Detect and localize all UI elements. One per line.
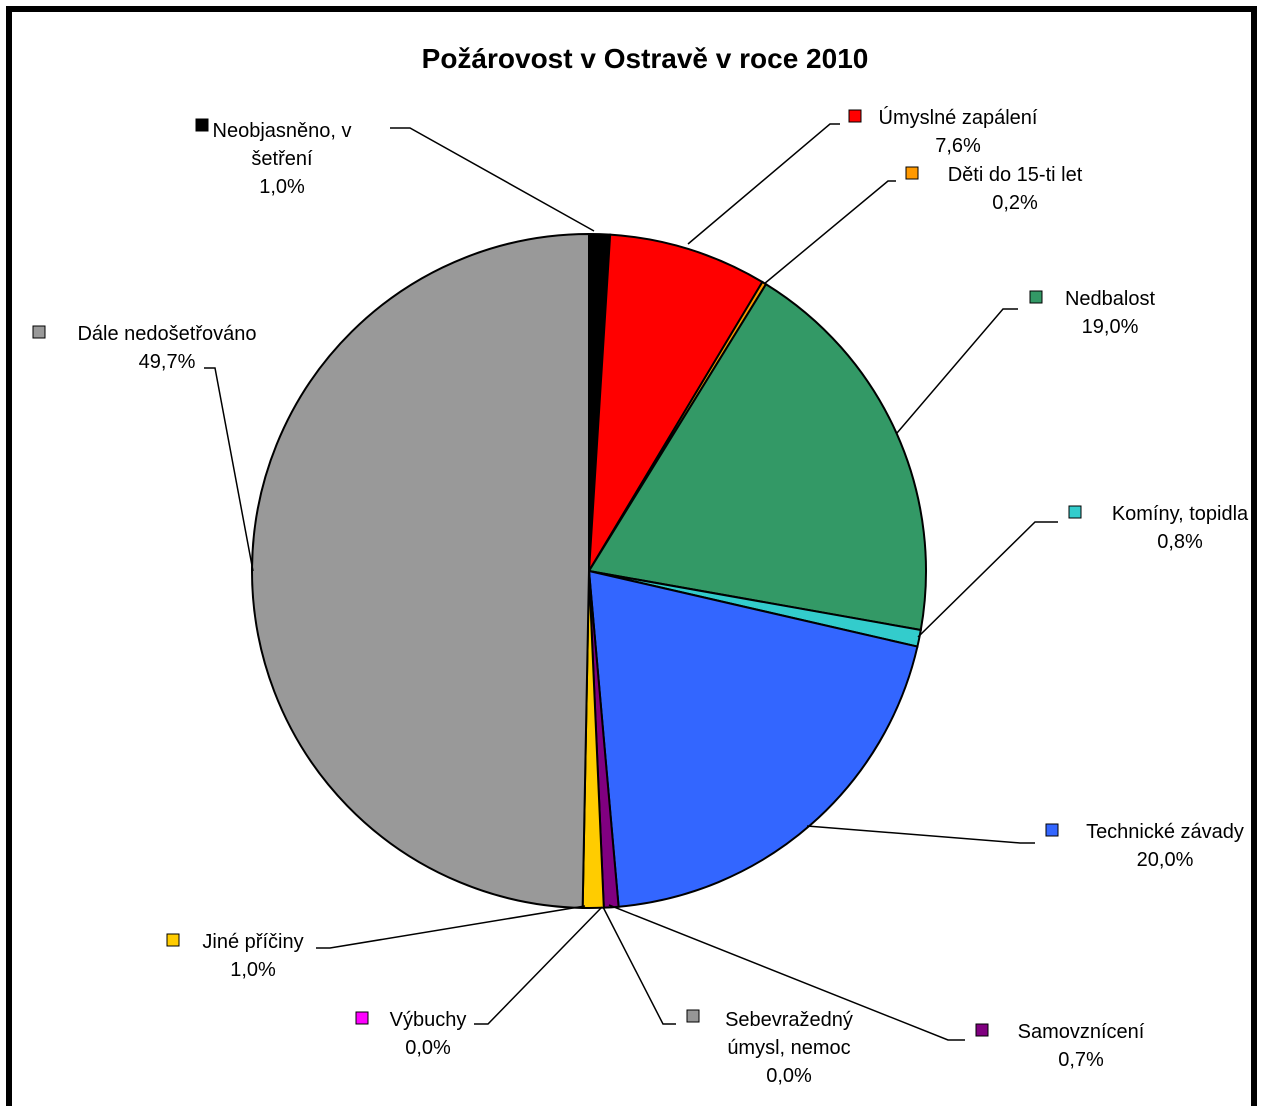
leader-line-9 (316, 905, 586, 949)
leader-line-10 (204, 367, 254, 572)
leader-line-3 (896, 308, 1018, 434)
label-marker-0 (195, 118, 209, 132)
label-marker-4 (1068, 505, 1082, 519)
chart-title: Požárovost v Ostravě v roce 2010 (422, 43, 869, 74)
label-marker-8 (355, 1011, 369, 1025)
leader-line-8 (474, 906, 603, 1025)
label-marker-7 (686, 1009, 700, 1023)
label-marker-10 (32, 325, 46, 339)
label-marker-9 (166, 933, 180, 947)
label-marker-3 (1029, 290, 1043, 304)
data-label-10: Dále nedošetřováno 49,7% (77, 323, 256, 373)
data-label-4: Komíny, topidla 0,8% (1112, 503, 1249, 553)
pie-slices (251, 232, 927, 909)
label-marker-2 (905, 166, 919, 180)
pie-slice-5 (587, 569, 919, 908)
leader-line-2 (763, 180, 896, 285)
data-label-3: Nedbalost 19,0% (1065, 288, 1156, 338)
data-label-2: Děti do 15-ti let 0,2% (948, 164, 1083, 214)
data-label-7: Sebevražedný úmysl, nemoc 0,0% (725, 1009, 853, 1087)
label-marker-1 (848, 109, 862, 123)
leader-line-4 (917, 521, 1058, 638)
label-marker-5 (1045, 823, 1059, 837)
data-label-1: Úmyslné zapálení 7,6% (879, 106, 1038, 157)
data-labels: Neobjasněno, v šetření 1,0% Úmyslné zapálen… (32, 106, 1249, 1087)
leader-line-0 (390, 127, 595, 232)
leader-lines (204, 123, 1058, 1041)
leader-line-1 (687, 123, 840, 245)
label-marker-6 (975, 1023, 989, 1037)
data-label-6: Samovznícení 0,7% (1018, 1021, 1145, 1071)
data-label-9: Jiné příčiny 1,0% (202, 931, 303, 981)
data-label-5: Technické závady 20,0% (1086, 821, 1244, 871)
data-label-0: Neobjasněno, v šetření 1,0% (213, 120, 352, 198)
leader-line-5 (806, 825, 1035, 844)
pie-slice-1 (588, 233, 764, 572)
data-label-8: Výbuchy 0,0% (390, 1009, 467, 1059)
leader-line-6 (608, 904, 965, 1041)
pie-slice-10 (251, 232, 590, 909)
pie-slice-3 (587, 282, 927, 632)
leader-line-7 (602, 906, 676, 1025)
